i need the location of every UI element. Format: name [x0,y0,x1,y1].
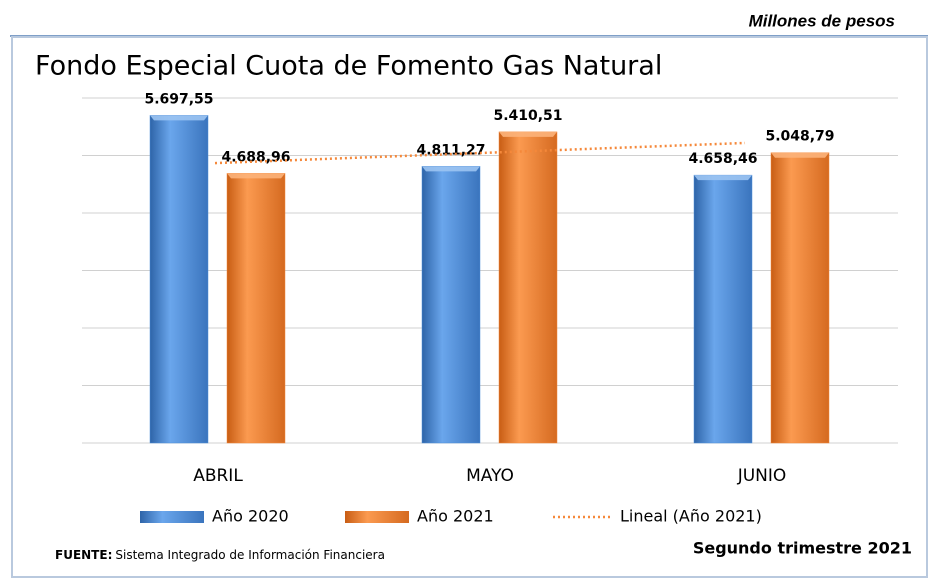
x-tick-label: JUNIO [737,466,787,486]
period: Segundo trimestre 2021 [693,539,912,558]
source: FUENTE: Sistema Integrado de Información … [55,548,385,562]
frame [11,36,928,578]
chart-title: Fondo Especial Cuota de Fomento Gas Natu… [35,51,662,82]
bar [226,173,286,444]
bar-top [694,175,752,181]
legend-swatch [140,511,204,523]
legend-swatch [345,511,409,523]
x-tick-label: MAYO [466,466,514,486]
bar [421,166,481,444]
bar-top [422,166,480,172]
x-tick-label: ABRIL [193,466,243,486]
source-text: Sistema Integrado de Información Financi… [115,548,385,562]
data-label: 4.811,27 [416,142,485,158]
trendline [214,141,746,165]
bar-top [227,173,285,179]
legend-label: Año 2021 [417,507,494,526]
unit-note: Millones de pesos [749,11,895,30]
bar [149,115,209,444]
data-label: 5.048,79 [765,129,834,145]
legend-label: Lineal (Año 2021) [620,507,762,526]
bar-top [150,115,208,121]
data-label: 4.688,96 [221,149,290,165]
bar-top [499,131,557,137]
bar [770,152,830,444]
data-label: 4.658,46 [688,151,757,167]
data-label: 5.697,55 [144,91,213,107]
legend-label: Año 2020 [212,507,289,526]
bar-top [771,152,829,158]
data-label: 5.410,51 [493,108,562,124]
source-label: FUENTE: [55,548,112,562]
bar [693,174,753,444]
bar [498,131,558,444]
